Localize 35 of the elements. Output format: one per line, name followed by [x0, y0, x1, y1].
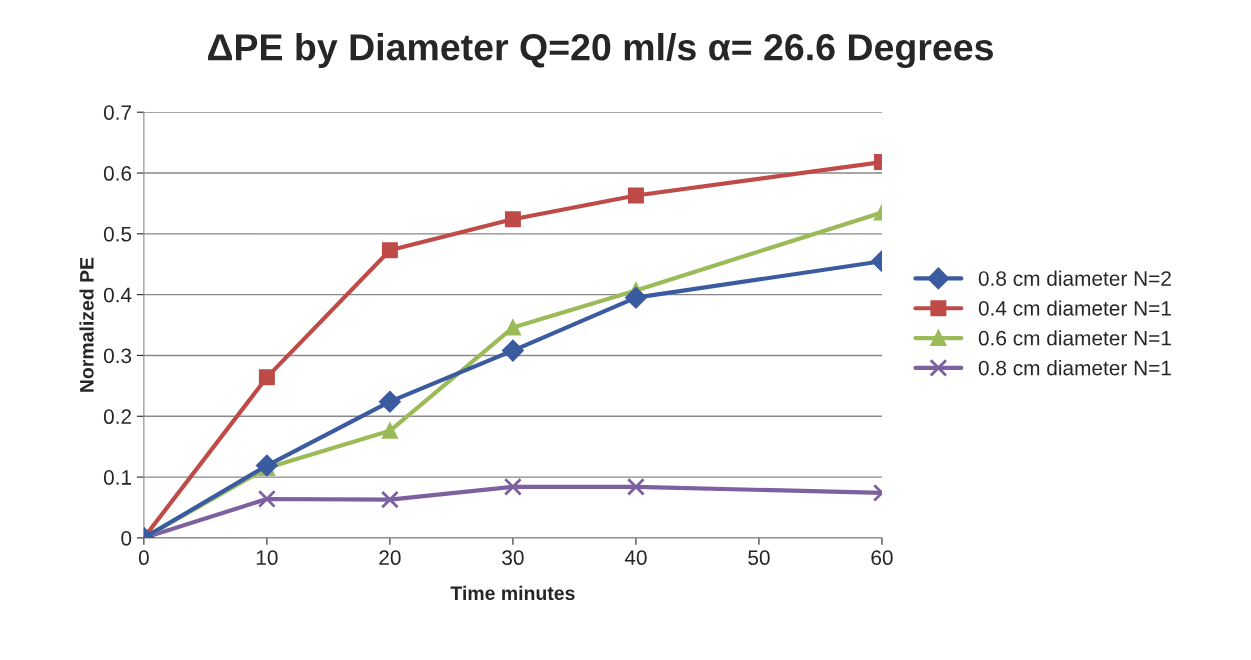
point: [381, 422, 398, 439]
legend-label: 0.8 cm diameter N=2: [978, 270, 1171, 286]
point: [626, 477, 645, 496]
y-tick-label: 0: [121, 530, 132, 546]
y-tick-label: 0.7: [103, 105, 132, 120]
point: [258, 369, 275, 386]
x-axis-title: Time minutes: [450, 585, 575, 601]
x-tick-label: 60: [871, 550, 893, 566]
y-tick-label: 0.2: [103, 409, 132, 425]
y-tick-label: 0.1: [103, 470, 132, 485]
x-tick-label: 20: [379, 550, 401, 566]
legend-label: 0.8 cm diameter N=1: [978, 360, 1171, 376]
point: [379, 390, 401, 413]
legend-label: 0.6 cm diameter N=1: [978, 330, 1171, 346]
point: [503, 477, 522, 496]
x-tick-label: 40: [624, 550, 647, 566]
x-tick-label: 50: [748, 550, 770, 566]
point: [504, 211, 521, 228]
y-axis-title: Normalized PE: [79, 257, 94, 392]
x-tick-label: 0: [138, 550, 149, 566]
x-tick-label: 10: [256, 550, 278, 566]
y-tick-label: 0.4: [103, 287, 132, 303]
point: [504, 319, 521, 336]
point: [256, 454, 278, 477]
point: [627, 187, 644, 204]
point: [380, 490, 399, 509]
point: [257, 489, 276, 509]
point: [502, 339, 524, 362]
x-tick-label: 30: [502, 550, 524, 566]
point: [381, 242, 398, 259]
y-tick-label: 0.5: [103, 226, 132, 242]
legend-label: 0.4 cm diameter N=1: [978, 300, 1171, 316]
chart-title: ΔPE by Diameter Q=20 ml/s α= 26.6 Degrees: [208, 33, 993, 69]
y-tick-label: 0.6: [103, 166, 132, 181]
y-tick-label: 0.3: [103, 348, 132, 364]
